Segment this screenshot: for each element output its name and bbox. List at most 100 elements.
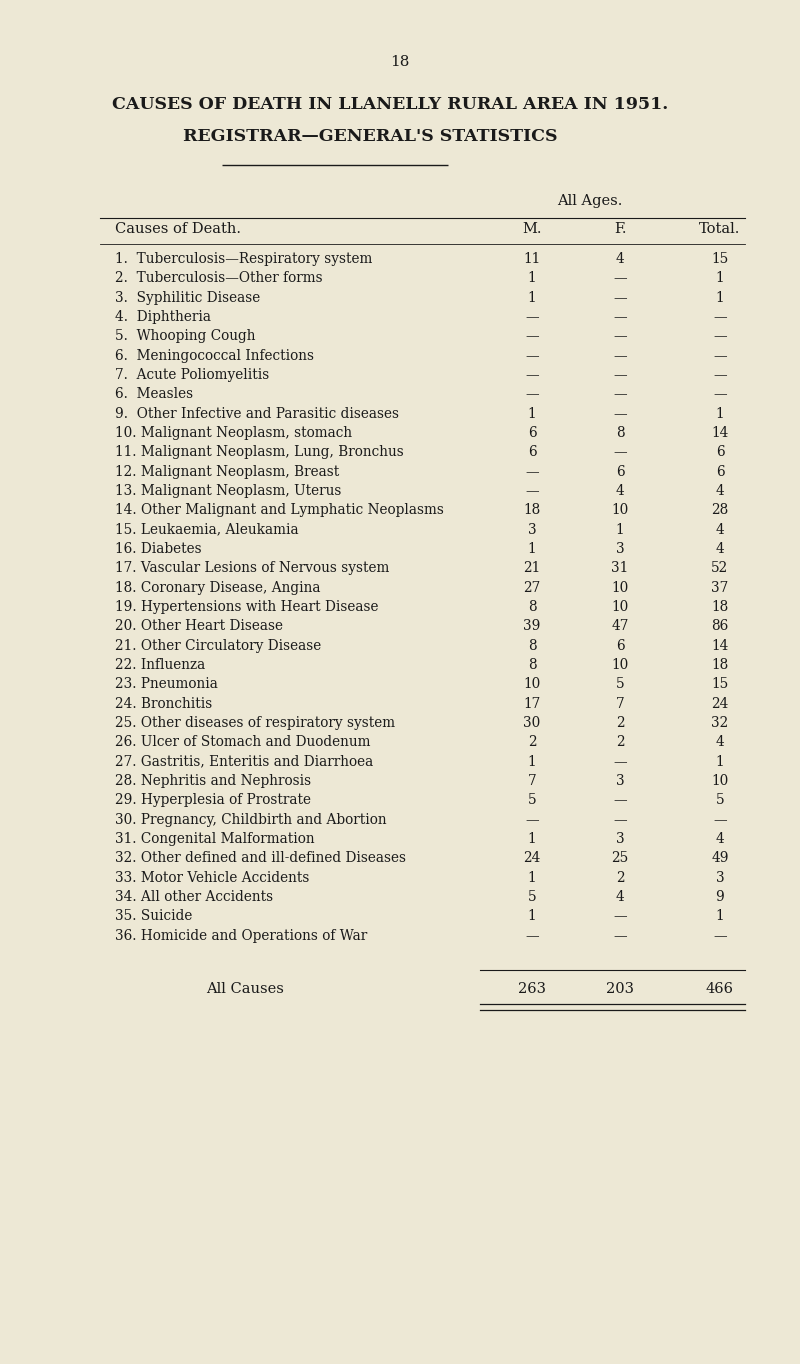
Text: 1: 1 bbox=[528, 754, 536, 769]
Text: —: — bbox=[613, 329, 627, 344]
Text: 1: 1 bbox=[528, 542, 536, 557]
Text: 31. Congenital Malformation: 31. Congenital Malformation bbox=[115, 832, 314, 846]
Text: 8: 8 bbox=[528, 600, 536, 614]
Text: 9.  Other Infective and Parasitic diseases: 9. Other Infective and Parasitic disease… bbox=[115, 406, 399, 420]
Text: 34. All other Accidents: 34. All other Accidents bbox=[115, 889, 273, 904]
Text: 1: 1 bbox=[716, 754, 724, 769]
Text: —: — bbox=[713, 329, 727, 344]
Text: 1: 1 bbox=[716, 910, 724, 923]
Text: —: — bbox=[713, 368, 727, 382]
Text: 25: 25 bbox=[611, 851, 629, 865]
Text: 17. Vascular Lesions of Nervous system: 17. Vascular Lesions of Nervous system bbox=[115, 562, 390, 576]
Text: —: — bbox=[525, 387, 539, 401]
Text: 47: 47 bbox=[611, 619, 629, 633]
Text: —: — bbox=[613, 310, 627, 325]
Text: 4.  Diphtheria: 4. Diphtheria bbox=[115, 310, 211, 325]
Text: 25. Other diseases of respiratory system: 25. Other diseases of respiratory system bbox=[115, 716, 395, 730]
Text: 14: 14 bbox=[711, 426, 729, 441]
Text: 203: 203 bbox=[606, 982, 634, 996]
Text: —: — bbox=[613, 271, 627, 285]
Text: 6: 6 bbox=[616, 638, 624, 652]
Text: 3.  Syphilitic Disease: 3. Syphilitic Disease bbox=[115, 291, 260, 304]
Text: 36. Homicide and Operations of War: 36. Homicide and Operations of War bbox=[115, 929, 367, 943]
Text: 10: 10 bbox=[523, 678, 541, 692]
Text: 6.  Meningococcal Infections: 6. Meningococcal Infections bbox=[115, 349, 314, 363]
Text: Total.: Total. bbox=[699, 222, 741, 236]
Text: 26. Ulcer of Stomach and Duodenum: 26. Ulcer of Stomach and Duodenum bbox=[115, 735, 370, 749]
Text: 8: 8 bbox=[528, 638, 536, 652]
Text: CAUSES OF DEATH IN LLANELLY RURAL AREA IN 1951.: CAUSES OF DEATH IN LLANELLY RURAL AREA I… bbox=[112, 95, 668, 113]
Text: 10: 10 bbox=[711, 773, 729, 788]
Text: 10: 10 bbox=[611, 600, 629, 614]
Text: 5: 5 bbox=[616, 678, 624, 692]
Text: —: — bbox=[713, 310, 727, 325]
Text: 39: 39 bbox=[523, 619, 541, 633]
Text: 22. Influenza: 22. Influenza bbox=[115, 657, 206, 672]
Text: 6: 6 bbox=[616, 465, 624, 479]
Text: 2: 2 bbox=[528, 735, 536, 749]
Text: 1: 1 bbox=[716, 406, 724, 420]
Text: F.: F. bbox=[614, 222, 626, 236]
Text: 6: 6 bbox=[528, 426, 536, 441]
Text: 466: 466 bbox=[706, 982, 734, 996]
Text: 1: 1 bbox=[616, 522, 624, 536]
Text: —: — bbox=[525, 929, 539, 943]
Text: 33. Motor Vehicle Accidents: 33. Motor Vehicle Accidents bbox=[115, 870, 310, 885]
Text: 14: 14 bbox=[711, 638, 729, 652]
Text: 5: 5 bbox=[528, 889, 536, 904]
Text: 24: 24 bbox=[711, 697, 729, 711]
Text: —: — bbox=[613, 445, 627, 460]
Text: 4: 4 bbox=[616, 484, 624, 498]
Text: 3: 3 bbox=[616, 542, 624, 557]
Text: 14. Other Malignant and Lymphatic Neoplasms: 14. Other Malignant and Lymphatic Neopla… bbox=[115, 503, 444, 517]
Text: 10: 10 bbox=[611, 657, 629, 672]
Text: 1: 1 bbox=[528, 291, 536, 304]
Text: 18: 18 bbox=[390, 55, 410, 70]
Text: 1: 1 bbox=[528, 271, 536, 285]
Text: All Ages.: All Ages. bbox=[558, 194, 622, 207]
Text: 4: 4 bbox=[716, 522, 724, 536]
Text: 1: 1 bbox=[528, 406, 536, 420]
Text: 18. Coronary Disease, Angina: 18. Coronary Disease, Angina bbox=[115, 581, 321, 595]
Text: 16. Diabetes: 16. Diabetes bbox=[115, 542, 202, 557]
Text: 1: 1 bbox=[528, 910, 536, 923]
Text: 32. Other defined and ill-defined Diseases: 32. Other defined and ill-defined Diseas… bbox=[115, 851, 406, 865]
Text: —: — bbox=[613, 929, 627, 943]
Text: —: — bbox=[713, 929, 727, 943]
Text: 5: 5 bbox=[716, 794, 724, 807]
Text: 6: 6 bbox=[528, 445, 536, 460]
Text: —: — bbox=[613, 368, 627, 382]
Text: 263: 263 bbox=[518, 982, 546, 996]
Text: 17: 17 bbox=[523, 697, 541, 711]
Text: 27. Gastritis, Enteritis and Diarrhoea: 27. Gastritis, Enteritis and Diarrhoea bbox=[115, 754, 374, 769]
Text: 19. Hypertensions with Heart Disease: 19. Hypertensions with Heart Disease bbox=[115, 600, 378, 614]
Text: 6: 6 bbox=[716, 445, 724, 460]
Text: —: — bbox=[713, 349, 727, 363]
Text: 10: 10 bbox=[611, 503, 629, 517]
Text: 10: 10 bbox=[611, 581, 629, 595]
Text: 3: 3 bbox=[528, 522, 536, 536]
Text: —: — bbox=[613, 910, 627, 923]
Text: —: — bbox=[525, 813, 539, 827]
Text: 18: 18 bbox=[711, 600, 729, 614]
Text: 30. Pregnancy, Childbirth and Abortion: 30. Pregnancy, Childbirth and Abortion bbox=[115, 813, 386, 827]
Text: —: — bbox=[613, 406, 627, 420]
Text: 24. Bronchitis: 24. Bronchitis bbox=[115, 697, 212, 711]
Text: 11: 11 bbox=[523, 252, 541, 266]
Text: Causes of Death.: Causes of Death. bbox=[115, 222, 241, 236]
Text: 11. Malignant Neoplasm, Lung, Bronchus: 11. Malignant Neoplasm, Lung, Bronchus bbox=[115, 445, 404, 460]
Text: 20. Other Heart Disease: 20. Other Heart Disease bbox=[115, 619, 283, 633]
Text: 15: 15 bbox=[711, 678, 729, 692]
Text: 27: 27 bbox=[523, 581, 541, 595]
Text: 49: 49 bbox=[711, 851, 729, 865]
Text: 1: 1 bbox=[716, 291, 724, 304]
Text: 7: 7 bbox=[616, 697, 624, 711]
Text: —: — bbox=[525, 329, 539, 344]
Text: 15. Leukaemia, Aleukamia: 15. Leukaemia, Aleukamia bbox=[115, 522, 298, 536]
Text: 1: 1 bbox=[528, 832, 536, 846]
Text: —: — bbox=[525, 484, 539, 498]
Text: 52: 52 bbox=[711, 562, 729, 576]
Text: 4: 4 bbox=[716, 542, 724, 557]
Text: 2: 2 bbox=[616, 735, 624, 749]
Text: 5.  Whooping Cough: 5. Whooping Cough bbox=[115, 329, 255, 344]
